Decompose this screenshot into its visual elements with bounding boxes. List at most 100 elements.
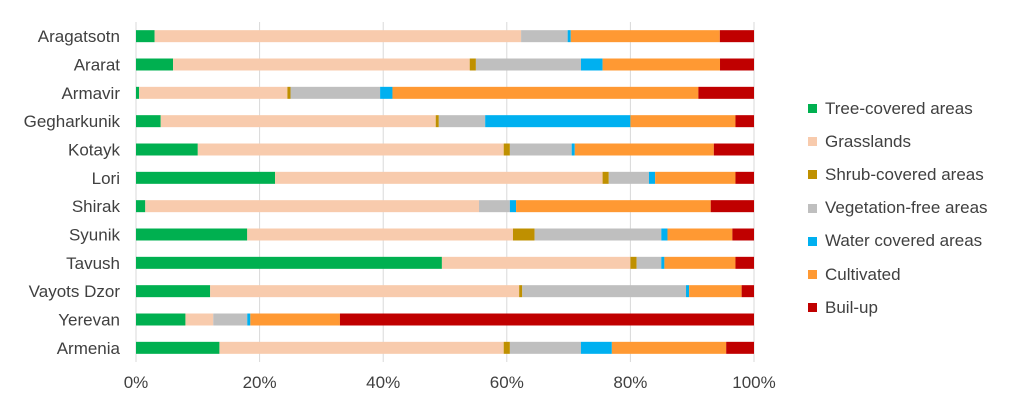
- bar-segment: [213, 313, 248, 326]
- bar-segment: [173, 58, 470, 71]
- bar-segment: [210, 285, 520, 298]
- bar-segment: [392, 86, 699, 99]
- bar-segment: [630, 115, 736, 128]
- bar-segment: [567, 30, 571, 43]
- legend-label: Vegetation-free areas: [825, 198, 988, 218]
- bar-segment: [136, 200, 146, 213]
- bar-segment: [580, 58, 603, 71]
- legend-item: Shrub-covered areas: [808, 158, 988, 191]
- legend-label: Cultivated: [825, 264, 901, 284]
- bar-segment: [380, 86, 393, 99]
- bar-segment: [648, 171, 656, 184]
- category-label: Aragatsotn: [38, 27, 120, 46]
- bar-segment: [741, 285, 754, 298]
- bar-segment: [570, 30, 720, 43]
- bar-segment: [136, 341, 220, 354]
- bar-segment: [136, 256, 442, 269]
- legend-item: Buil-up: [808, 291, 988, 324]
- bar-segment: [519, 285, 523, 298]
- bar-segment: [509, 143, 572, 156]
- legend-swatch: [808, 270, 817, 280]
- bar-segment: [661, 256, 665, 269]
- bar-segment: [136, 58, 174, 71]
- bar-segment: [732, 228, 754, 241]
- bar-segment: [720, 58, 754, 71]
- bar-segment: [574, 143, 714, 156]
- legend-item: Cultivated: [808, 258, 988, 291]
- bar-segment: [608, 171, 649, 184]
- bar-segment: [571, 143, 575, 156]
- x-tick-label: 0%: [124, 373, 149, 392]
- x-tick-label: 60%: [490, 373, 524, 392]
- legend-swatch: [808, 104, 817, 114]
- bar-segment: [521, 30, 568, 43]
- bar-segment: [136, 30, 155, 43]
- legend-item: Water covered areas: [808, 225, 988, 258]
- bar-segment: [509, 341, 581, 354]
- category-labels: Aragatsotn Ararat Armavir Gegharkunik Kotayk…: [24, 27, 121, 358]
- category-label: Lori: [92, 169, 120, 188]
- bar-segment: [661, 228, 668, 241]
- bar-segment: [136, 143, 198, 156]
- legend-swatch: [808, 236, 817, 246]
- legend-label: Water covered areas: [825, 231, 983, 251]
- x-tick-label: 100%: [732, 373, 775, 392]
- bar-segment: [516, 200, 711, 213]
- bar-segment: [287, 86, 291, 99]
- bar-segment: [438, 115, 486, 128]
- category-label: Shirak: [72, 197, 121, 216]
- legend-swatch: [808, 303, 817, 313]
- x-tick-label: 20%: [243, 373, 277, 392]
- bar-segment: [160, 115, 436, 128]
- category-label: Armavir: [61, 84, 120, 103]
- bar-segment: [602, 58, 721, 71]
- legend-label: Buil-up: [825, 297, 878, 317]
- bar-segment: [185, 313, 214, 326]
- bar-segment: [710, 200, 754, 213]
- bar-segment: [735, 171, 754, 184]
- bar-segment: [698, 86, 754, 99]
- bar-segment: [469, 58, 476, 71]
- bar-segment: [290, 86, 381, 99]
- bar-segment: [247, 313, 251, 326]
- bar-segment: [735, 115, 754, 128]
- bar-segment: [630, 256, 637, 269]
- legend-item: Grasslands: [808, 125, 988, 158]
- bar-segment: [145, 200, 479, 213]
- legend-label: Shrub-covered areas: [825, 164, 984, 184]
- bar-segment: [136, 86, 140, 99]
- x-tick-label: 40%: [366, 373, 400, 392]
- bar-segment: [686, 285, 690, 298]
- bar-segment: [667, 228, 733, 241]
- bar-segment: [611, 341, 727, 354]
- bar-segment: [275, 171, 603, 184]
- bar-segment: [655, 171, 736, 184]
- category-label: Ararat: [74, 56, 121, 75]
- bar-segment: [136, 171, 276, 184]
- bar-segment: [475, 58, 581, 71]
- bar-segment: [580, 341, 612, 354]
- legend-label: Grasslands: [825, 131, 911, 151]
- category-label: Yerevan: [58, 311, 120, 330]
- legend: Tree-covered areas Grasslands Shrub-covere…: [808, 92, 988, 324]
- x-tick-label: 80%: [613, 373, 647, 392]
- legend-item: Vegetation-free areas: [808, 192, 988, 225]
- legend-swatch: [808, 170, 817, 180]
- bar-segment: [602, 171, 609, 184]
- legend-item: Tree-covered areas: [808, 92, 988, 125]
- category-label: Tavush: [66, 254, 120, 273]
- bar-segment: [435, 115, 439, 128]
- bar-segment: [735, 256, 754, 269]
- bar-segment: [534, 228, 662, 241]
- bars: [136, 30, 754, 354]
- bar-segment: [250, 313, 340, 326]
- category-label: Syunik: [69, 226, 121, 245]
- bar-segment: [689, 285, 742, 298]
- category-label: Vayots Dzor: [29, 282, 121, 301]
- category-label: Gegharkunik: [24, 112, 121, 131]
- bar-segment: [636, 256, 662, 269]
- bar-segment: [512, 228, 535, 241]
- bar-segment: [503, 143, 510, 156]
- bar-segment: [139, 86, 288, 99]
